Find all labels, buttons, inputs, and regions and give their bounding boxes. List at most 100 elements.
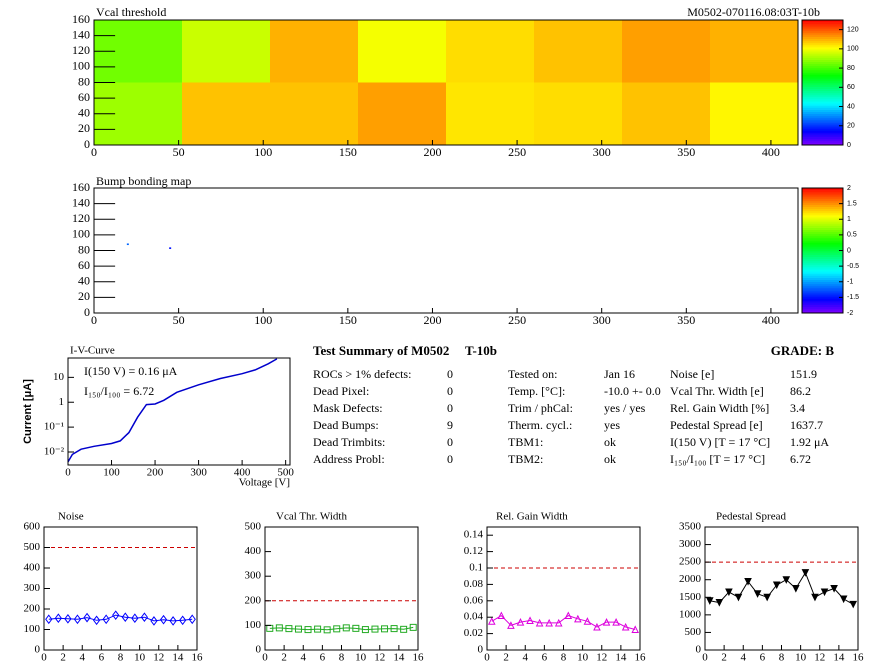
x-tick-label: 4	[741, 652, 747, 664]
colorbar-step	[802, 117, 843, 121]
marker	[102, 614, 110, 625]
x-axis-label: Voltage [V]	[239, 477, 290, 489]
chart-title: Noise	[58, 511, 84, 523]
colorbar-step	[802, 292, 843, 295]
colorbar-step	[802, 88, 843, 92]
y-tick-label: 200	[245, 594, 262, 606]
colorbar-step	[802, 263, 843, 266]
marker	[361, 626, 369, 634]
colorbar-step	[802, 78, 843, 81]
colorbar-step	[802, 134, 843, 137]
marker	[574, 614, 582, 623]
colorbar-step	[802, 304, 843, 308]
y-tick-label: 0	[478, 644, 484, 656]
colorbar-step	[802, 92, 843, 96]
colorbar-label: -2	[847, 310, 853, 317]
summary-label: Dead Bumps:	[313, 418, 379, 432]
colorbar-step	[802, 248, 843, 251]
colorbar-label: 1	[847, 216, 851, 223]
x-tick-label: 10	[134, 652, 146, 664]
x-tick-label: 6	[99, 652, 105, 664]
y-tick-label: 500	[685, 626, 702, 638]
colorbar-step	[802, 235, 843, 239]
colorbar-step	[802, 120, 843, 123]
y-tick-label: 20	[78, 121, 90, 135]
heatmap-cell	[622, 82, 710, 145]
colorbar-step	[802, 38, 843, 42]
colorbar-step	[802, 67, 843, 71]
y-tick-label: 60	[78, 90, 90, 104]
marker	[612, 618, 620, 626]
x-tick-label: 8	[561, 652, 567, 664]
summary-value: yes	[604, 418, 620, 432]
marker	[371, 625, 379, 633]
heatmap-cell	[270, 20, 358, 83]
colorbar-step	[802, 273, 843, 276]
y-tick-label: 0	[696, 644, 702, 656]
summary-label: TBM1:	[508, 435, 543, 449]
colorbar-step	[802, 49, 843, 52]
data-line	[67, 358, 278, 463]
colorbar-step	[802, 223, 843, 226]
colorbar-step	[802, 59, 843, 62]
grade: GRADE: B	[771, 343, 835, 358]
summary-label: I₁₅₀/I₁₀₀ [T = 17 °C]	[670, 452, 765, 466]
x-tick-label: 0	[484, 652, 490, 664]
x-tick-label: 14	[833, 652, 845, 664]
y-tick-label: 3500	[679, 521, 702, 533]
colorbar-step	[802, 97, 843, 100]
marker	[92, 615, 101, 626]
marker	[526, 616, 534, 624]
colorbar-step	[802, 122, 843, 125]
marker	[753, 590, 762, 598]
y-tick-label: 10	[53, 371, 65, 383]
y-tick-label: 500	[24, 541, 41, 553]
x-tick-label: 200	[423, 313, 441, 327]
colorbar-step	[802, 105, 843, 108]
colorbar-step	[802, 128, 843, 131]
colorbar-step	[802, 65, 843, 69]
y-tick-label: 120	[72, 43, 90, 57]
x-tick-label: 0	[65, 467, 71, 479]
colorbar-step	[802, 310, 843, 314]
x-tick-label: 0	[702, 652, 708, 664]
y-tick-label: 100	[72, 59, 90, 73]
marker	[487, 617, 496, 625]
x-tick-label: 6	[542, 652, 548, 664]
colorbar-step	[802, 258, 843, 262]
x-tick-label: 14	[393, 652, 405, 664]
colorbar-step	[802, 32, 843, 35]
colorbar-step	[802, 308, 843, 312]
heatmap-cell	[358, 20, 446, 83]
colorbar-step	[802, 130, 843, 133]
x-tick-label: 12	[153, 652, 164, 664]
colorbar-step	[802, 113, 843, 117]
colorbar-step	[802, 95, 843, 98]
marker	[131, 613, 139, 624]
x-tick-label: 500	[277, 467, 294, 479]
x-tick-label: 4	[523, 652, 529, 664]
colorbar-step	[802, 231, 843, 235]
y-tick-label: 200	[24, 603, 41, 615]
colorbar-step	[802, 246, 843, 249]
marker	[782, 576, 791, 584]
summary-tag: T-10b	[465, 343, 497, 358]
colorbar-step	[802, 188, 843, 191]
y-tick-label: 80	[78, 242, 90, 256]
x-tick-label: 400	[762, 145, 780, 159]
plot-border	[67, 357, 291, 466]
marker	[304, 626, 312, 634]
x-tick-label: 300	[593, 313, 611, 327]
summary-label: TBM2:	[508, 452, 543, 466]
marker	[830, 585, 838, 593]
colorbar-step	[802, 70, 843, 73]
heatmap-cell	[622, 20, 710, 83]
colorbar-step	[802, 111, 843, 115]
x-tick-label: 100	[254, 145, 272, 159]
data-line	[709, 571, 854, 605]
marker	[352, 624, 360, 632]
heatmap-cell	[182, 20, 270, 83]
colorbar-step	[802, 76, 843, 79]
x-tick-label: 6	[320, 652, 326, 664]
colorbar-step	[802, 26, 843, 29]
